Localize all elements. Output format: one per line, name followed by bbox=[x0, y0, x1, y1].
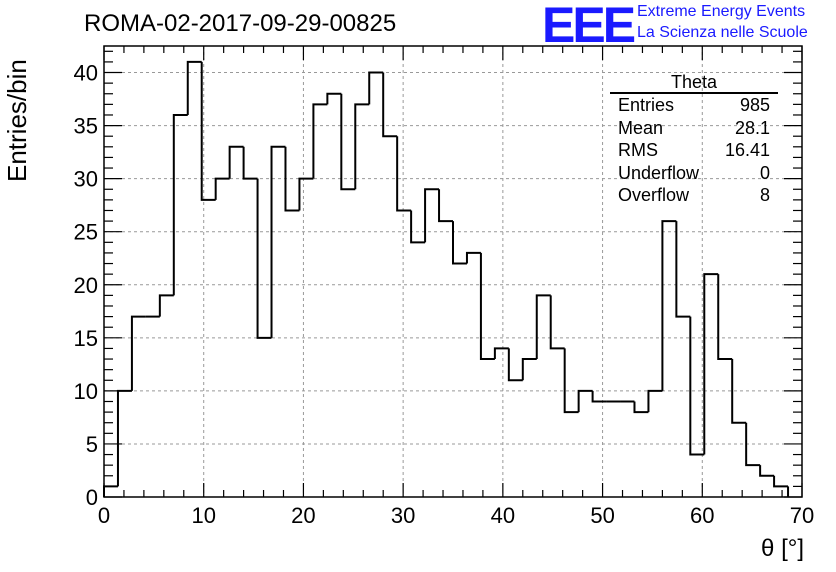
y-tick-label: 35 bbox=[74, 114, 98, 139]
histogram-bin bbox=[284, 146, 300, 212]
histogram-bin bbox=[158, 294, 174, 317]
stats-value: 985 bbox=[739, 95, 770, 115]
tick-labels: 0 10 20 30 40 50 60 70 0 5 10 15 20 25 30 35 40 bbox=[74, 61, 815, 528]
x-tick-label: 20 bbox=[291, 503, 315, 528]
x-axis-label: θ [°] bbox=[761, 535, 804, 562]
histogram-bin bbox=[479, 252, 495, 361]
histogram-bin bbox=[577, 389, 593, 413]
histogram-bin bbox=[382, 72, 398, 138]
histogram-bin bbox=[633, 401, 649, 414]
histogram-bin bbox=[256, 178, 272, 339]
histogram-bin bbox=[507, 348, 523, 382]
y-tick-label: 5 bbox=[86, 432, 98, 457]
stats-title: Theta bbox=[610, 72, 778, 94]
histogram-bin bbox=[563, 348, 579, 414]
histogram-bin bbox=[186, 60, 202, 115]
histogram-bin bbox=[591, 390, 607, 403]
stats-value: 28.1 bbox=[734, 117, 770, 138]
histogram-bin bbox=[465, 251, 481, 264]
histogram-bin bbox=[452, 221, 467, 265]
histogram-bin bbox=[424, 188, 440, 243]
histogram-bin bbox=[312, 103, 328, 179]
histogram-bin bbox=[689, 316, 705, 456]
histogram-bin bbox=[745, 422, 761, 467]
histogram-bin bbox=[731, 359, 747, 424]
histogram-bin bbox=[521, 358, 537, 381]
histogram-bin bbox=[661, 220, 677, 391]
stats-row-entries: Entries 985 bbox=[610, 94, 778, 117]
histogram-bin bbox=[493, 347, 509, 360]
x-tick-label: 30 bbox=[391, 503, 415, 528]
y-tick-label: 15 bbox=[74, 326, 98, 351]
stats-label: Overflow bbox=[618, 185, 690, 205]
stats-row-underflow: Underflow 0 bbox=[610, 162, 778, 185]
y-tick-label: 0 bbox=[86, 485, 98, 510]
histogram-bin bbox=[773, 475, 789, 488]
chart-title: ROMA-02-2017-09-29-00825 bbox=[84, 10, 397, 37]
histogram-bin bbox=[298, 177, 314, 211]
histogram-bin bbox=[326, 92, 342, 105]
x-tick-label: 0 bbox=[98, 503, 110, 528]
y-tick-label: 10 bbox=[74, 379, 98, 404]
y-tick-label: 20 bbox=[74, 273, 98, 298]
x-tick-label: 60 bbox=[690, 503, 714, 528]
stats-row-overflow: Overflow 8 bbox=[610, 184, 778, 207]
histogram-bin bbox=[354, 103, 370, 190]
x-tick-label: 50 bbox=[590, 503, 614, 528]
histogram-bin bbox=[200, 61, 216, 201]
histogram-bin bbox=[116, 389, 132, 487]
histogram-bin bbox=[759, 465, 775, 477]
y-tick-label: 30 bbox=[74, 167, 98, 192]
logo-line-1: Extreme Energy Events bbox=[637, 3, 806, 20]
stats-label: Mean bbox=[618, 117, 664, 138]
histogram-bin bbox=[535, 294, 551, 360]
y-tick-label: 40 bbox=[74, 61, 98, 86]
x-tick-label: 40 bbox=[491, 503, 515, 528]
stats-value: 0 bbox=[759, 162, 770, 183]
histogram-bin bbox=[410, 210, 426, 244]
histogram-bin bbox=[396, 136, 412, 212]
stats-label: RMS bbox=[618, 140, 658, 160]
stats-label: Underflow bbox=[618, 162, 700, 183]
y-axis-label: Entries/bin bbox=[2, 59, 32, 182]
histogram-bin bbox=[340, 93, 356, 191]
histogram-bin bbox=[103, 485, 118, 497]
logo-line-2: La Scienza nelle Scuole bbox=[637, 24, 808, 41]
histogram bbox=[103, 60, 790, 497]
histogram-bin bbox=[270, 145, 286, 338]
x-tick-label: 70 bbox=[790, 503, 814, 528]
histogram-bin bbox=[242, 146, 258, 180]
plot-frame bbox=[103, 45, 803, 498]
histogram-bin bbox=[438, 189, 453, 223]
histogram-bin bbox=[368, 71, 384, 105]
histogram-bin bbox=[717, 274, 733, 361]
stats-row-rms: RMS 16.41 bbox=[610, 139, 778, 162]
stats-value: 16.41 bbox=[724, 140, 770, 160]
histogram-bin bbox=[549, 295, 565, 350]
histogram-bin bbox=[647, 389, 663, 413]
x-tick-label: 10 bbox=[191, 503, 215, 528]
stats-row-mean: Mean 28.1 bbox=[610, 117, 778, 140]
histogram-bin bbox=[130, 315, 146, 391]
histogram-bin bbox=[214, 177, 230, 200]
y-tick-label: 25 bbox=[74, 220, 98, 245]
stats-label: Entries bbox=[618, 95, 675, 115]
histogram-bin bbox=[703, 273, 719, 455]
histogram-bin bbox=[228, 145, 244, 179]
histogram-bin bbox=[172, 113, 188, 296]
eee-logo: EEE bbox=[542, 0, 636, 53]
stats-value: 8 bbox=[759, 185, 770, 205]
ticks bbox=[103, 46, 803, 498]
stats-box: Theta Entries 985 Mean 28.1 RMS 16.41 Un… bbox=[610, 72, 778, 207]
histogram-bin bbox=[675, 221, 691, 318]
